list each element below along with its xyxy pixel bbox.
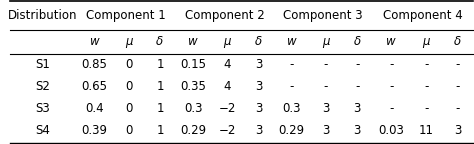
Text: 0: 0 (125, 124, 132, 138)
Text: -: - (424, 80, 428, 93)
Text: 0.3: 0.3 (184, 102, 202, 115)
Text: -: - (355, 58, 359, 71)
Text: -: - (389, 80, 393, 93)
Text: -: - (455, 58, 460, 71)
Text: 11: 11 (419, 124, 434, 138)
Text: Component 3: Component 3 (283, 9, 363, 22)
Text: 0.03: 0.03 (378, 124, 404, 138)
Text: Distribution: Distribution (9, 9, 78, 22)
Text: -: - (455, 80, 460, 93)
Text: w: w (188, 35, 198, 48)
Text: 0.35: 0.35 (180, 80, 206, 93)
Text: Component 1: Component 1 (86, 9, 166, 22)
Text: 0: 0 (125, 80, 132, 93)
Text: w: w (386, 35, 396, 48)
Text: S4: S4 (36, 124, 51, 138)
Text: 1: 1 (156, 102, 164, 115)
Text: μ: μ (125, 35, 133, 48)
Text: 0.4: 0.4 (85, 102, 104, 115)
Text: w: w (287, 35, 297, 48)
Text: μ: μ (422, 35, 430, 48)
Text: δ: δ (255, 35, 262, 48)
Text: 1: 1 (156, 124, 164, 138)
Text: S1: S1 (36, 58, 51, 71)
Text: 3: 3 (322, 124, 329, 138)
Text: -: - (389, 102, 393, 115)
Text: -: - (389, 58, 393, 71)
Text: 3: 3 (255, 124, 262, 138)
Text: δ: δ (156, 35, 164, 48)
Text: 3: 3 (255, 102, 262, 115)
Text: 1: 1 (156, 80, 164, 93)
Text: -: - (290, 58, 294, 71)
Text: −2: −2 (219, 102, 236, 115)
Text: 1: 1 (156, 58, 164, 71)
Text: -: - (424, 58, 428, 71)
Text: -: - (424, 102, 428, 115)
Text: 3: 3 (354, 124, 361, 138)
Text: 3: 3 (454, 124, 461, 138)
Text: -: - (324, 80, 328, 93)
Text: δ: δ (454, 35, 461, 48)
Text: 0: 0 (125, 58, 132, 71)
Text: 3: 3 (255, 80, 262, 93)
Text: 3: 3 (322, 102, 329, 115)
Text: Component 2: Component 2 (184, 9, 264, 22)
Text: μ: μ (322, 35, 329, 48)
Text: -: - (290, 80, 294, 93)
Text: S3: S3 (36, 102, 50, 115)
Text: 0.29: 0.29 (180, 124, 206, 138)
Text: δ: δ (354, 35, 361, 48)
Text: w: w (90, 35, 100, 48)
Text: 0.15: 0.15 (180, 58, 206, 71)
Text: μ: μ (224, 35, 231, 48)
Text: 3: 3 (354, 102, 361, 115)
Text: 0.85: 0.85 (82, 58, 108, 71)
Text: -: - (324, 58, 328, 71)
Text: S2: S2 (36, 80, 51, 93)
Text: -: - (455, 102, 460, 115)
Text: 4: 4 (224, 80, 231, 93)
Text: 0.39: 0.39 (82, 124, 108, 138)
Text: -: - (355, 80, 359, 93)
Text: 0.3: 0.3 (283, 102, 301, 115)
Text: 0.29: 0.29 (279, 124, 305, 138)
Text: 4: 4 (224, 58, 231, 71)
Text: 0.65: 0.65 (82, 80, 108, 93)
Text: 3: 3 (255, 58, 262, 71)
Text: Component 4: Component 4 (383, 9, 462, 22)
Text: 0: 0 (125, 102, 132, 115)
Text: −2: −2 (219, 124, 236, 138)
